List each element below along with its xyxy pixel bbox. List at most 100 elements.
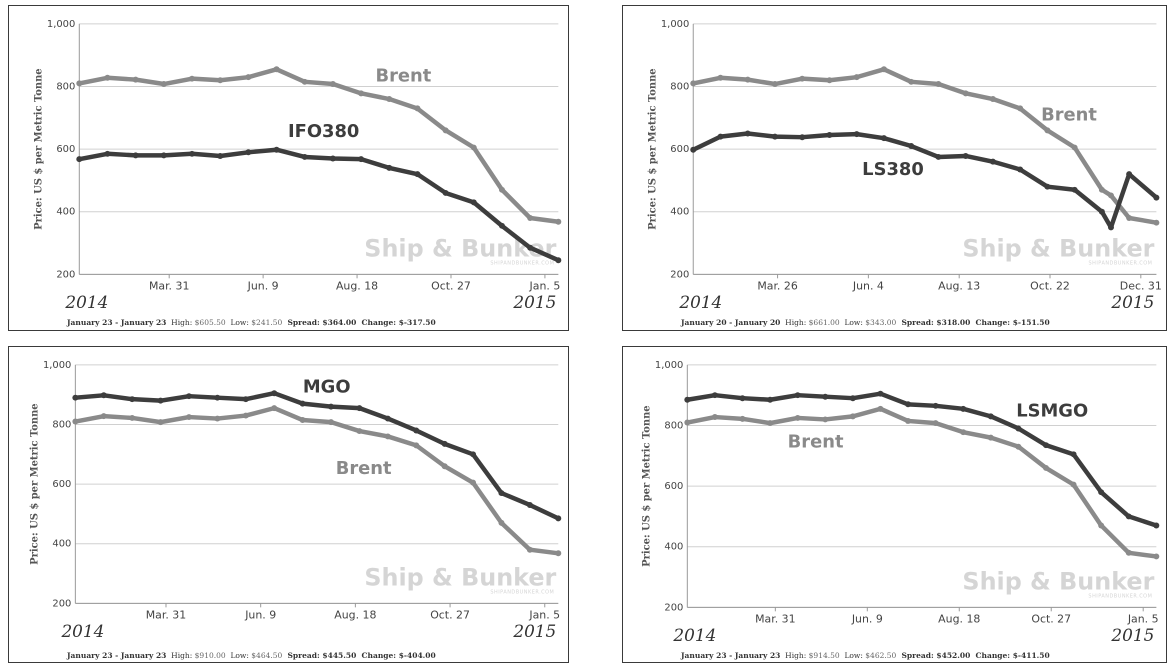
data-point-ls380 — [826, 132, 833, 139]
data-point-ls380 — [989, 158, 996, 165]
y-tick-label: 400 — [56, 207, 75, 218]
year-start-label: 2014 — [672, 625, 716, 645]
stats-footer: January 20 - January 20 High: $661.00 Lo… — [681, 318, 1050, 327]
data-point-brent — [413, 442, 420, 449]
data-point-lsmgo — [877, 390, 884, 397]
data-point-brent — [880, 66, 887, 73]
data-point-brent — [526, 546, 533, 553]
series-label-ifo380: IFO380 — [288, 121, 359, 142]
stats-spread-label: Spread: — [896, 318, 937, 327]
data-point-brent — [217, 77, 224, 84]
stats-high-label: High: — [780, 318, 809, 327]
stats-low: $464.50 — [251, 651, 283, 660]
data-point-brent — [908, 78, 915, 85]
data-point-lsmgo — [794, 392, 801, 399]
data-point-brent — [1098, 522, 1105, 529]
data-point-mgo — [526, 502, 533, 508]
data-point-brent — [739, 415, 746, 422]
data-point-brent — [690, 80, 697, 87]
stats-high: $910.00 — [194, 651, 226, 660]
data-point-lsmgo — [849, 395, 856, 402]
stats-low-label: Low: — [225, 651, 252, 660]
y-tick-label: 600 — [56, 144, 75, 155]
data-point-ifo380 — [555, 257, 562, 264]
data-point-lsmgo — [1042, 442, 1049, 449]
data-point-ls380 — [908, 143, 915, 149]
data-point-brent — [767, 420, 774, 427]
data-point-mgo — [214, 394, 221, 401]
data-point-mgo — [555, 515, 562, 522]
watermark-brand: Ship & Bunker — [962, 567, 1154, 595]
y-axis-label: Price: US $ per Metric Tonne — [34, 68, 45, 229]
data-point-lsmgo — [987, 413, 994, 420]
data-point-mgo — [100, 392, 107, 399]
x-tick-label: Jan. 5 — [528, 608, 560, 621]
stats-change: $-411.50 — [1012, 651, 1050, 660]
chart-panel-ifo380: 200 400 600 800 1,000 Price: US $ per Metric … — [8, 5, 569, 331]
x-tick-label: Oct. 27 — [431, 279, 471, 292]
year-end-label: 2015 — [512, 292, 556, 312]
data-point-mgo — [470, 451, 477, 458]
data-point-lsmgo — [932, 402, 939, 409]
y-axis-label: Price: US $ per Metric Tonne — [642, 405, 653, 566]
data-point-ifo380 — [470, 199, 477, 206]
data-point-brent — [214, 415, 221, 422]
series-line-brent — [77, 67, 561, 225]
data-point-brent — [1071, 144, 1078, 151]
line-chart: 200 400 600 800 1,000 Price: US $ per Metric … — [34, 19, 562, 312]
line-chart: 200 400 600 800 1,000 Price: US $ per Metric … — [30, 360, 562, 641]
data-point-brent — [799, 75, 806, 82]
chart-panel-mgo: 200 400 600 800 1,000 Price: US $ per Metric … — [8, 346, 569, 663]
y-tick-label: 400 — [664, 542, 683, 553]
data-point-ls380 — [1071, 186, 1078, 193]
data-point-ls380 — [1017, 166, 1024, 173]
y-tick-label: 600 — [670, 144, 689, 155]
data-point-ifo380 — [273, 146, 280, 153]
stats-change: $-151.50 — [1012, 318, 1050, 327]
data-point-brent — [771, 81, 778, 87]
data-point-ifo380 — [527, 244, 534, 251]
x-tick-label: Mar. 31 — [149, 279, 189, 292]
data-point-brent — [470, 479, 477, 486]
data-point-lsmgo — [1015, 425, 1022, 432]
data-point-brent — [1042, 464, 1049, 471]
data-point-ls380 — [853, 131, 860, 138]
stats-spread-label: Spread: — [896, 651, 937, 660]
stats-low-label: Low: — [839, 651, 866, 660]
y-tick-label: 400 — [670, 207, 689, 218]
series-label-ls380: LS380 — [862, 159, 924, 180]
stats-range: January 23 - January 23 — [67, 318, 167, 327]
x-tick-label: Mar. 31 — [755, 612, 795, 625]
y-tick-label: 1,000 — [47, 19, 75, 30]
stats-high: $661.00 — [808, 318, 840, 327]
data-point-ls380 — [1107, 224, 1114, 231]
data-point-ls380 — [935, 153, 942, 160]
stats-footer: January 23 - January 23 High: $910.00 Lo… — [67, 651, 436, 660]
stats-low: $462.50 — [865, 651, 897, 660]
data-point-brent — [794, 414, 801, 421]
stats-change-label: Change: — [970, 651, 1013, 660]
stats-high: $914.50 — [808, 651, 840, 660]
data-point-brent — [129, 414, 136, 421]
series-label-brent: Brent — [375, 66, 431, 87]
y-tick-label: 600 — [52, 479, 71, 490]
data-point-brent — [1153, 553, 1160, 560]
data-point-ls380 — [962, 153, 969, 159]
series-label-brent: Brent — [1041, 104, 1097, 125]
stats-high-label: High: — [166, 318, 195, 327]
x-tick-label: Jun. 9 — [244, 608, 276, 621]
data-point-mgo — [186, 393, 192, 400]
y-tick-label: 600 — [664, 481, 683, 492]
data-point-mgo — [356, 405, 363, 412]
stats-low: $343.00 — [865, 318, 897, 327]
data-point-brent — [717, 74, 724, 81]
data-point-mgo — [271, 390, 278, 397]
data-point-ifo380 — [189, 150, 195, 157]
data-point-brent — [160, 81, 167, 87]
data-point-brent — [273, 66, 280, 73]
data-point-mgo — [129, 396, 136, 403]
x-tick-label: Jan. 5 — [1127, 612, 1159, 625]
data-point-brent — [470, 144, 477, 151]
y-tick-label: 800 — [664, 420, 683, 431]
data-point-lsmgo — [684, 396, 691, 403]
